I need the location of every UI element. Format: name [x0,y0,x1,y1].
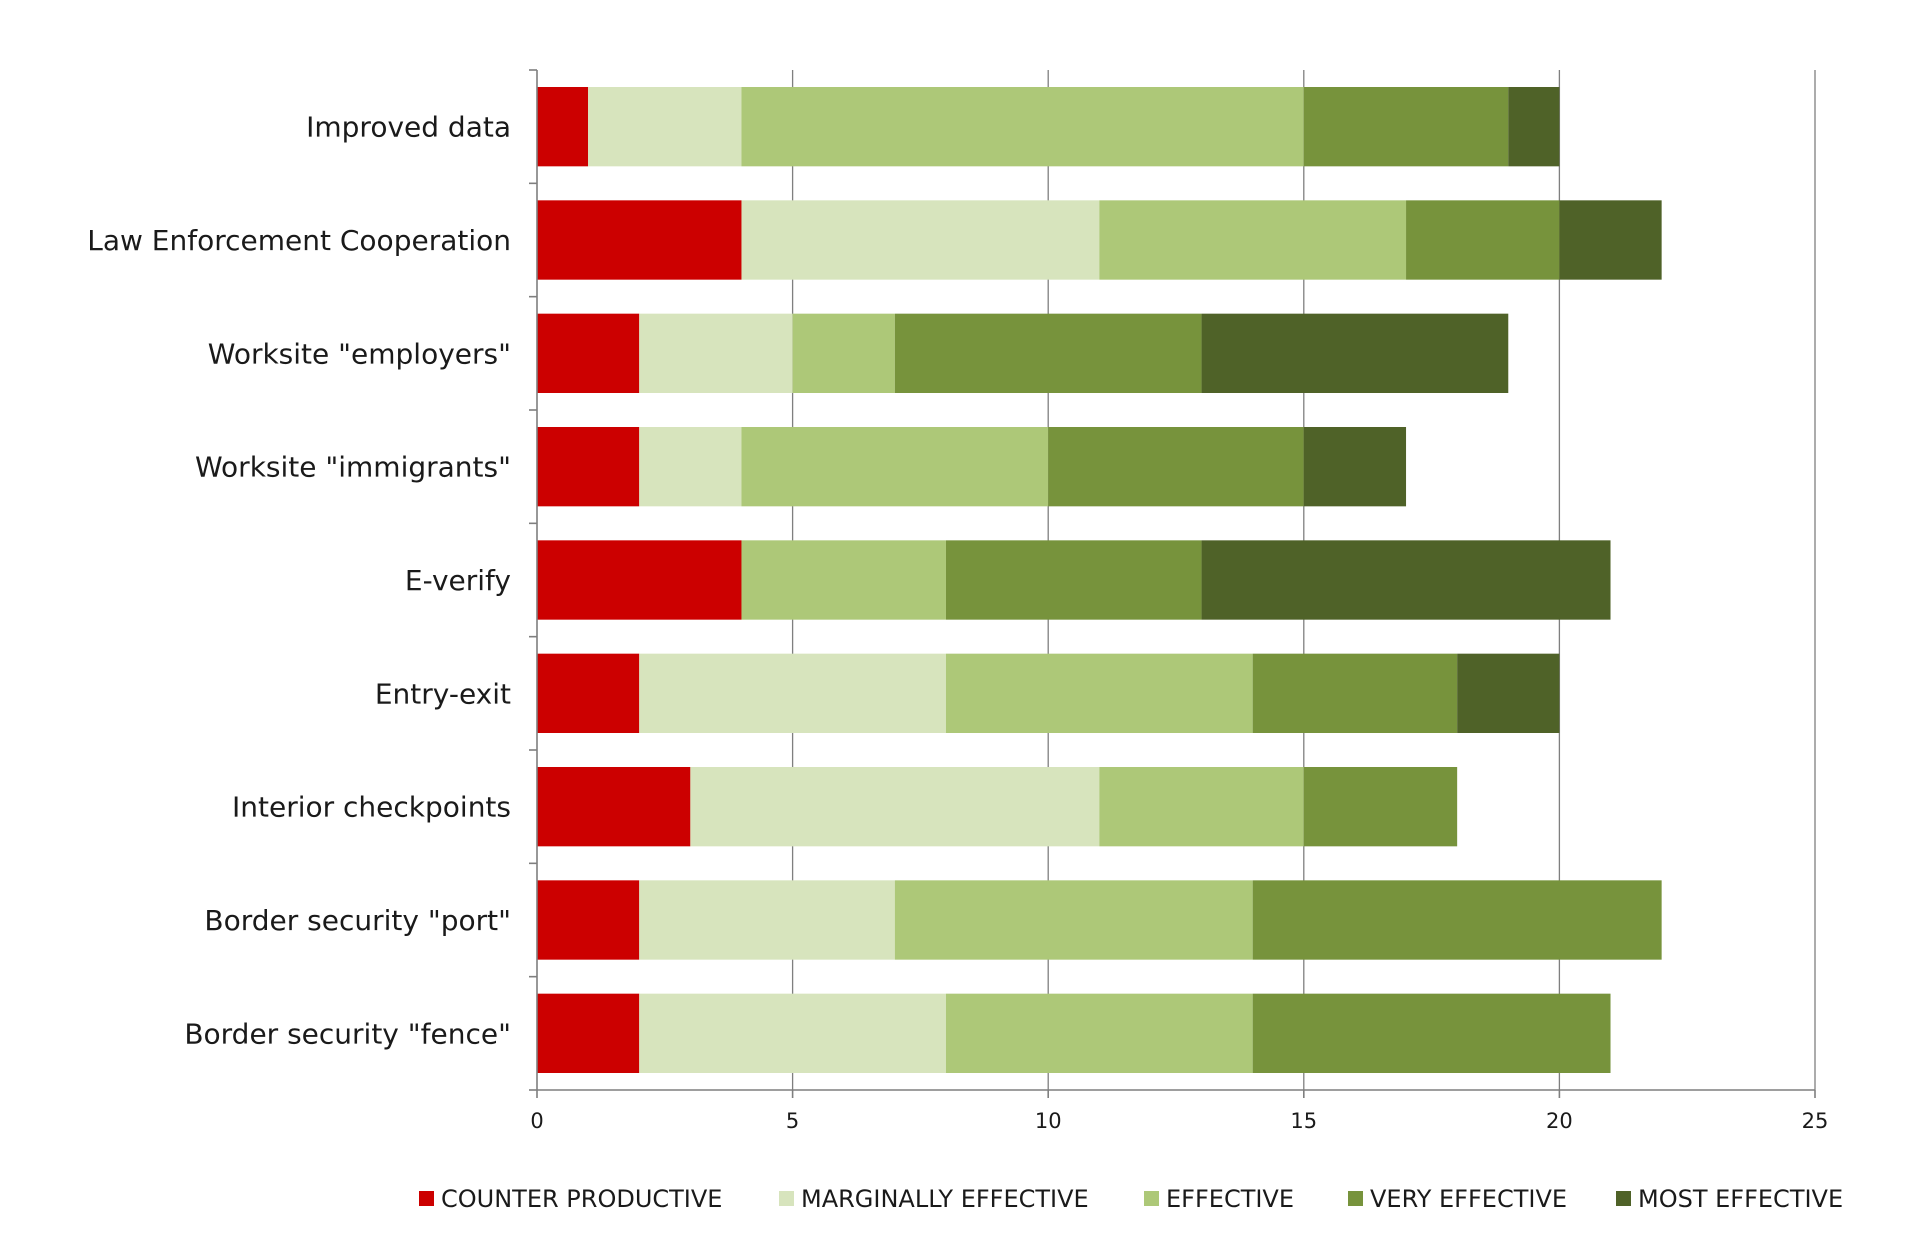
bar-segment [639,993,946,1073]
bar-segment [537,653,640,733]
bar-segment [1048,427,1304,507]
bar-segment [1252,653,1458,733]
legend-swatch [1144,1191,1159,1206]
bar-segment [894,880,1253,960]
bar-segment [945,993,1253,1073]
category-label: Law Enforcement Cooperation [87,224,511,257]
legend-swatch [779,1191,794,1206]
bar-segment [537,880,640,960]
x-tick-label: 0 [530,1109,543,1133]
axes [529,69,1816,1098]
bar-segment [1201,540,1611,620]
bar-segment [1099,200,1407,280]
bar-segment [639,880,895,960]
category-label: Border security "port" [204,904,511,937]
bar-segment [537,540,742,620]
bar-segment [690,767,1100,847]
legend: COUNTER PRODUCTIVE MARGINALLY EFFECTIVE EF… [419,1185,1843,1213]
category-label: Entry-exit [375,677,511,710]
bar-segment [1252,880,1662,960]
bar-segment [741,540,946,620]
bar-segment [537,200,742,280]
bar-segment [741,200,1100,280]
category-label: Worksite "employers" [208,337,511,370]
bar-segment [537,767,691,847]
x-tick-label: 15 [1290,1109,1317,1133]
x-tick-labels: 0 5 10 15 20 25 [530,1109,1828,1133]
bar-segment [537,427,640,507]
category-label: Worksite "immigrants" [195,451,511,484]
bar-segment [1303,427,1407,507]
category-labels: Improved data Law Enforcement Cooperation… [87,111,511,1051]
bars [537,87,1662,1073]
category-label: E-verify [405,564,511,597]
bar-segment [1457,653,1560,733]
x-tick-label: 25 [1802,1109,1829,1133]
bar-segment [1303,87,1509,167]
bar-segment [1406,200,1560,280]
bar-segment [537,87,589,167]
bar-segment [945,653,1253,733]
bar-segment [1252,993,1611,1073]
bar-segment [639,313,793,393]
category-label: Interior checkpoints [232,791,511,824]
bar-segment [588,87,742,167]
x-tick-label: 20 [1546,1109,1573,1133]
legend-swatch [419,1191,434,1206]
bar-segment [1099,767,1304,847]
legend-label: MOST EFFECTIVE [1638,1185,1843,1213]
bar-segment [741,87,1304,167]
legend-label: VERY EFFECTIVE [1370,1185,1567,1213]
category-label: Improved data [306,111,511,144]
category-label: Border security "fence" [184,1017,511,1050]
bar-segment [1559,200,1662,280]
bar-segment [1201,313,1509,393]
bar-segment [945,540,1202,620]
legend-swatch [1348,1191,1363,1206]
x-tick-label: 5 [786,1109,799,1133]
bar-segment [741,427,1049,507]
bar-segment [537,313,640,393]
bar-segment [894,313,1202,393]
legend-label: MARGINALLY EFFECTIVE [801,1185,1089,1213]
bar-segment [1303,767,1458,847]
bar-segment [639,653,946,733]
legend-swatch [1616,1191,1631,1206]
legend-label: COUNTER PRODUCTIVE [441,1185,722,1213]
bar-segment [639,427,742,507]
bar-segment [792,313,895,393]
bar-segment [1508,87,1560,167]
bar-segment [537,993,640,1073]
x-tick-label: 10 [1035,1109,1062,1133]
legend-label: EFFECTIVE [1166,1185,1294,1213]
